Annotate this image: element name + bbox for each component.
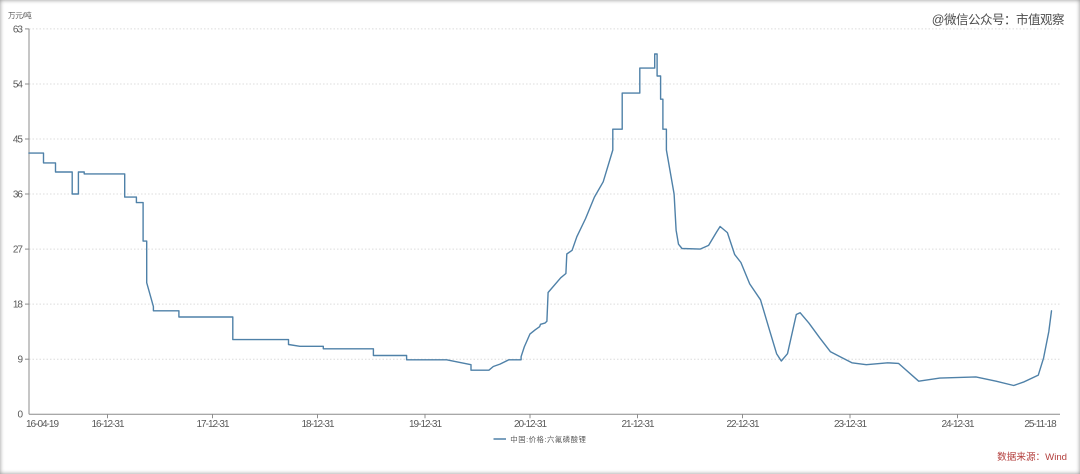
svg-text:22-12-31: 22-12-31	[726, 419, 759, 430]
svg-text:数据来源：Wind: 数据来源：Wind	[997, 451, 1067, 463]
svg-text:63: 63	[13, 25, 24, 36]
svg-text:24-12-31: 24-12-31	[941, 419, 974, 430]
svg-text:54: 54	[13, 80, 24, 91]
svg-text:25-11-18: 25-11-18	[1024, 419, 1057, 430]
svg-text:20-12-31: 20-12-31	[514, 419, 547, 430]
svg-text:9: 9	[17, 355, 23, 366]
svg-text:18-12-31: 18-12-31	[301, 419, 334, 430]
svg-text:万元/吨: 万元/吨	[8, 10, 32, 20]
svg-text:45: 45	[13, 135, 24, 146]
svg-text:18: 18	[13, 300, 24, 311]
svg-text:16-04-19: 16-04-19	[26, 419, 59, 430]
svg-text:@微信公众号：市值观察: @微信公众号：市值观察	[932, 12, 1065, 27]
svg-text:0: 0	[17, 410, 23, 421]
svg-text:17-12-31: 17-12-31	[196, 419, 229, 430]
svg-text:中国:价格:六氟磷酸锂: 中国:价格:六氟磷酸锂	[510, 435, 586, 444]
svg-text:16-12-31: 16-12-31	[91, 419, 124, 430]
svg-text:19-12-31: 19-12-31	[409, 419, 442, 430]
svg-text:27: 27	[13, 245, 24, 256]
svg-text:23-12-31: 23-12-31	[834, 419, 867, 430]
svg-text:36: 36	[13, 190, 24, 201]
svg-text:21-12-31: 21-12-31	[621, 419, 654, 430]
